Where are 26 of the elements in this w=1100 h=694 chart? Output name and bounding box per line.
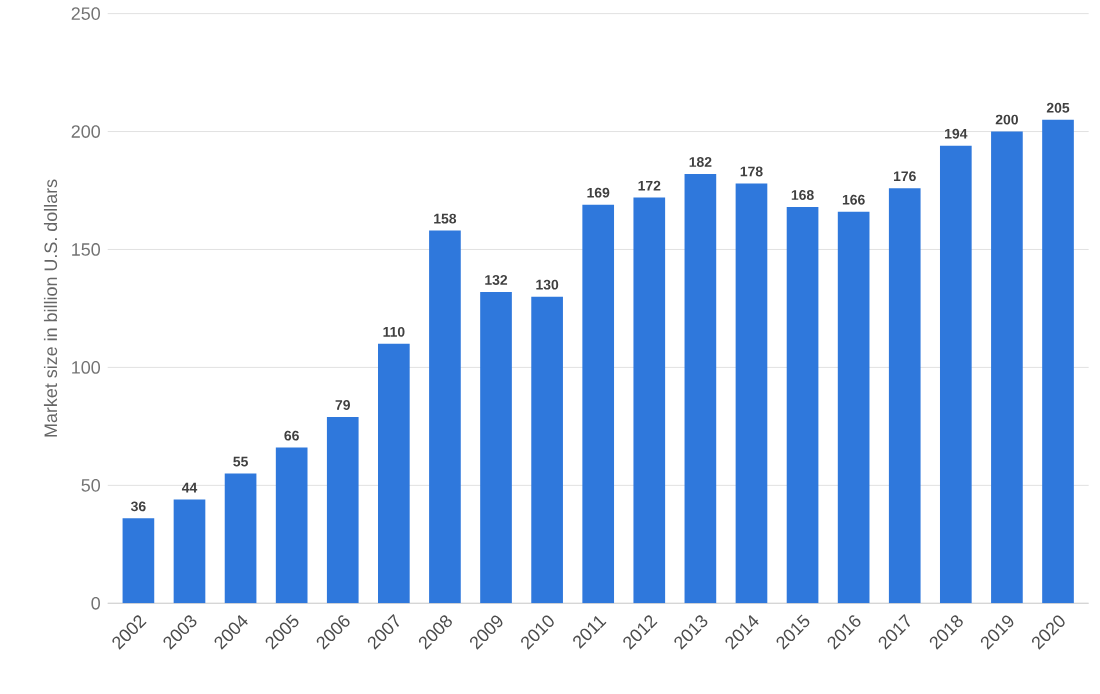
bar xyxy=(429,230,461,604)
y-tick-label: 250 xyxy=(71,7,101,20)
y-tick-label: 200 xyxy=(71,125,101,138)
bar xyxy=(1042,119,1074,604)
bar xyxy=(326,416,359,604)
bar xyxy=(378,343,410,604)
y-tick-label: 100 xyxy=(72,361,101,374)
bar xyxy=(480,291,512,604)
bar xyxy=(888,188,921,604)
y-tick-label: 150 xyxy=(72,243,101,256)
y-axis-title: Market size in billion U.S. dollars xyxy=(43,179,58,437)
y-tick-label: 50 xyxy=(81,478,101,492)
bar xyxy=(173,499,206,604)
bar xyxy=(633,197,666,604)
bar xyxy=(786,207,819,604)
bar xyxy=(837,211,870,604)
bar xyxy=(122,518,155,604)
bar xyxy=(735,183,768,604)
bar xyxy=(224,473,257,604)
bar xyxy=(582,204,615,604)
bar xyxy=(939,145,972,604)
bar xyxy=(991,131,1023,604)
bar xyxy=(531,296,563,604)
bar xyxy=(275,447,308,604)
bar xyxy=(684,174,717,604)
y-tick-label: 0 xyxy=(91,596,101,610)
